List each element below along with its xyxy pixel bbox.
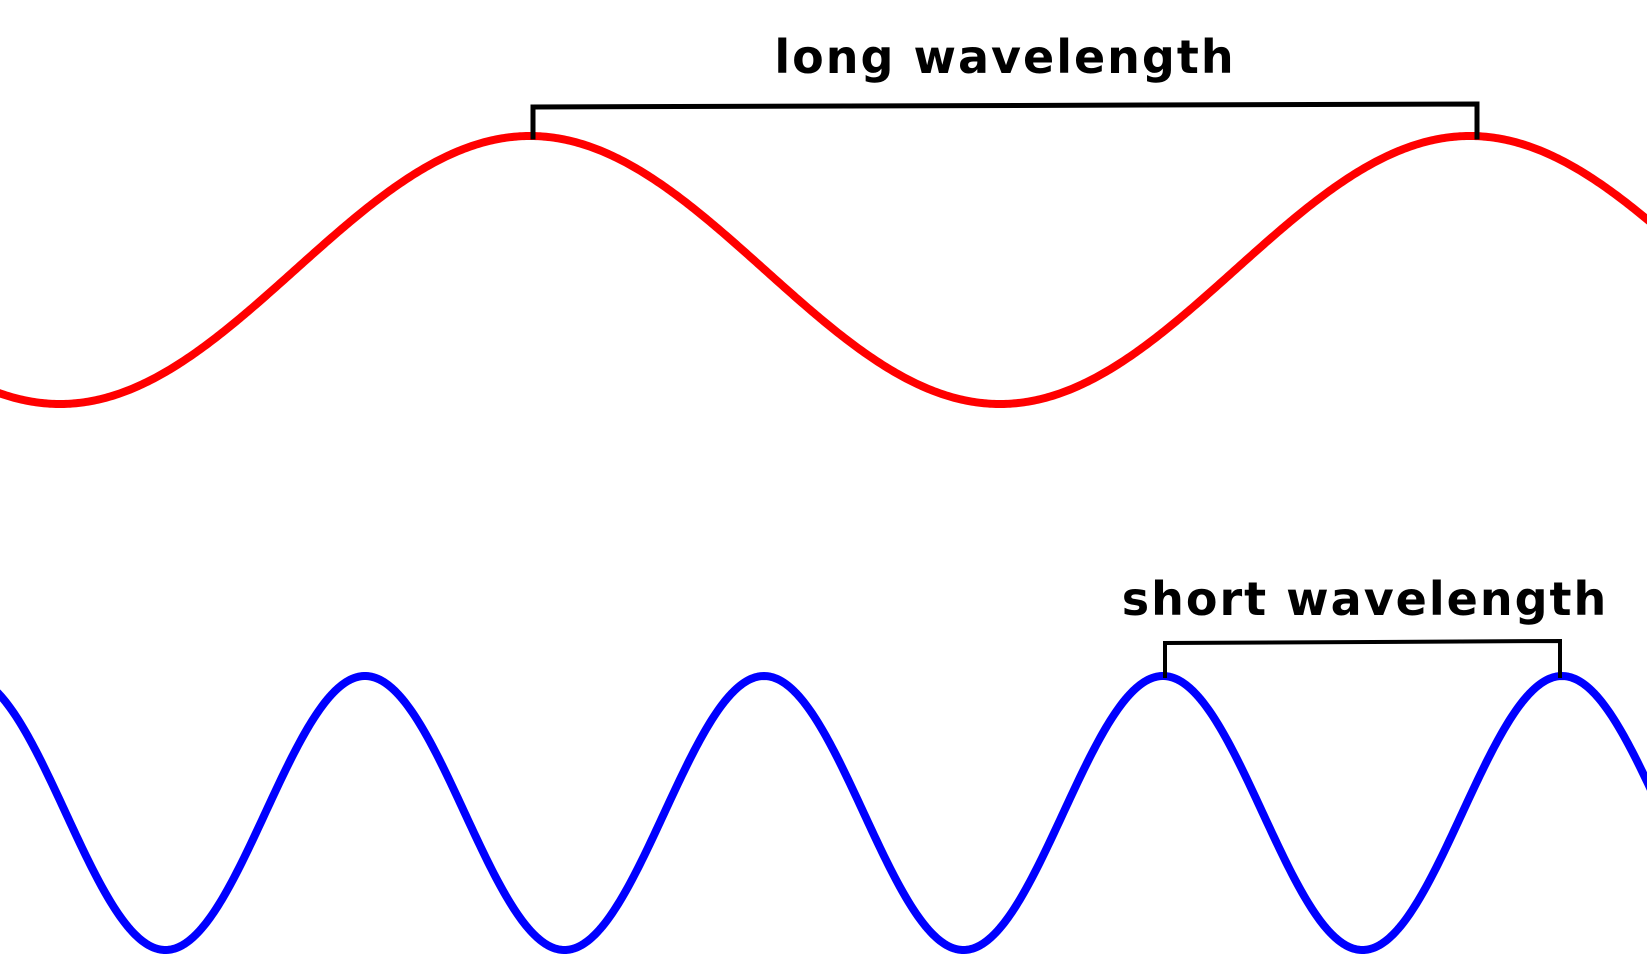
long-wave-group: long wavelength xyxy=(0,30,1647,408)
long-wavelength-label: long wavelength xyxy=(774,30,1235,84)
short-wavelength-label: short wavelength xyxy=(1122,572,1609,626)
short-wave-group: short wavelength xyxy=(0,572,1647,954)
long-wavelength-bracket xyxy=(530,101,1480,140)
short-wave-curve xyxy=(0,672,1647,954)
short-wavelength-bracket xyxy=(1163,638,1562,678)
long-wave-curve xyxy=(0,132,1647,408)
